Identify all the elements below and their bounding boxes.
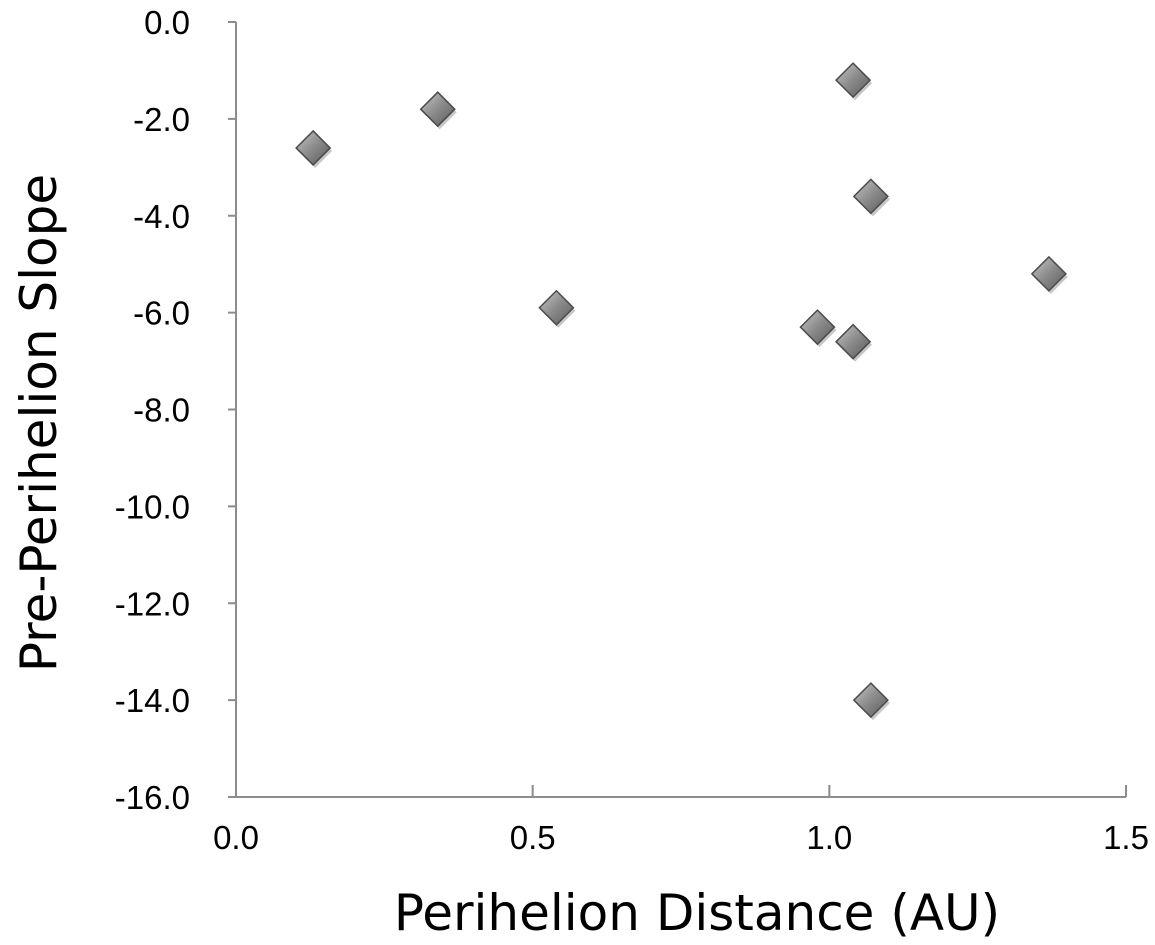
data-points: [295, 62, 1068, 721]
y-tick-label: -4.0: [133, 198, 190, 235]
data-point: [419, 91, 456, 128]
y-tick-label: -2.0: [133, 101, 190, 138]
y-ticks: 0.0 -2.0 -4.0 -6.0 -8.0 -10.0 -12.0 -14.0 -16.0: [115, 4, 236, 816]
y-axis-title: Pre-Perihelion Slope: [10, 174, 68, 672]
x-tick-label: 1.5: [1103, 819, 1149, 856]
y-tick-label: -12.0: [115, 585, 190, 622]
data-point: [852, 178, 889, 215]
y-tick-label: -14.0: [115, 682, 190, 719]
data-point: [1030, 255, 1067, 292]
y-tick-label: -8.0: [133, 392, 190, 429]
data-point: [538, 289, 575, 326]
data-point: [852, 682, 889, 719]
data-point: [799, 309, 836, 346]
data-point: [835, 62, 872, 99]
data-point: [835, 323, 872, 360]
x-tick-label: 0.5: [510, 819, 556, 856]
y-tick-label: -6.0: [133, 295, 190, 332]
axes: [235, 22, 1126, 798]
x-axis-title: Perihelion Distance (AU): [394, 884, 1000, 942]
data-point: [295, 129, 332, 166]
x-ticks: 0.0 0.5 1.0 1.5: [213, 785, 1149, 856]
x-tick-label: 1.0: [806, 819, 852, 856]
y-tick-label: 0.0: [144, 4, 190, 41]
y-tick-label: -16.0: [115, 779, 190, 816]
y-tick-label: -10.0: [115, 488, 190, 525]
x-tick-label: 0.0: [213, 819, 259, 856]
